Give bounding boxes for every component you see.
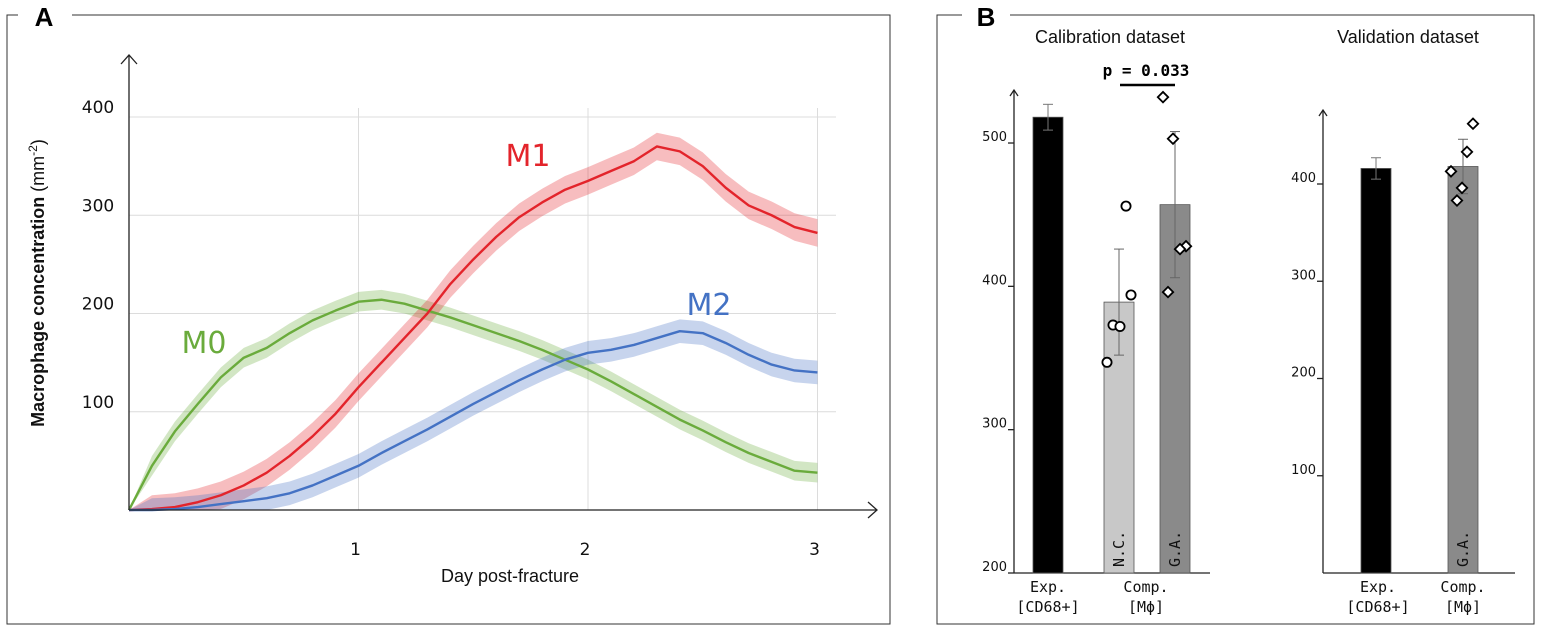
series-label-m1: M1 [506,139,551,174]
y-tick-label: 100 [82,393,114,413]
data-point-diamond [1166,132,1180,146]
y-tick-label: 300 [82,196,114,216]
data-point-diamond [1466,117,1480,131]
x-axis-arrow [867,501,878,519]
y-axis-arrow [120,54,138,65]
series-label-m2: M2 [687,288,732,323]
panel-a-letter: A [35,2,54,32]
y-axis-arrow [1009,88,1019,97]
data-point-circle [1101,356,1113,368]
y-tick-label: 300 [1291,268,1316,283]
y-tick-label: 200 [1291,366,1316,381]
bar-inner-label: N.C. [1110,531,1128,567]
data-point-diamond [1161,285,1175,299]
x-axis-label: Day post-fracture [441,566,579,586]
y-axis-label: Macrophage concentration (mm-2) [26,139,48,427]
data-point-diamond [1444,164,1458,178]
axes [120,54,878,519]
data-point-circle [1125,289,1137,301]
y-axis-label-sup: -2 [26,145,40,156]
x-category-line2: [CD68+] [1346,598,1409,616]
y-tick-label: 200 [982,560,1007,575]
data-point-diamond [1460,145,1474,159]
data-point-circle [1120,200,1132,212]
x-category-line2: [Mϕ] [1128,598,1164,616]
confidence-band-m0 [129,289,818,510]
series-lines [127,145,818,512]
x-tick-label: 3 [809,540,820,560]
series-line-m1 [128,145,818,512]
panel-b-letter: B [977,2,996,32]
chart-title: Validation dataset [1337,27,1479,47]
line-chart: 100 200 300 400 1 2 3 Day post-fracture Macro… [26,54,878,586]
x-tick-labels: 1 2 3 [350,540,820,560]
y-tick-label: 500 [982,130,1007,145]
y-tick-labels: 100 200 300 400 [82,98,114,413]
confidence-bands [129,132,818,510]
x-category-line2: [CD68+] [1016,598,1079,616]
y-tick-label: 100 [1291,463,1316,478]
y-axis-label-main: Macrophage concentration [28,197,48,427]
y-tick-label: 200 [82,295,114,315]
bar-inner-label: G.A. [1454,531,1472,567]
panel-a-frame [6,14,891,625]
x-tick-label: 2 [580,540,591,560]
y-axis-label-unit: (mm [28,156,48,192]
data-point-diamond [1179,239,1193,253]
series-line-m0 [127,298,818,511]
x-category-line1: Comp. [1123,578,1168,596]
y-tick-label: 400 [1291,171,1316,186]
x-category-line2: [Mϕ] [1445,598,1481,616]
data-point-diamond [1450,194,1464,208]
series-label-m0: M0 [182,326,227,361]
data-point-diamond [1173,242,1187,256]
data-point-circle [1114,320,1126,332]
data-point-diamond [1156,90,1170,104]
y-tick-label: 400 [82,98,114,118]
x-category-line1: Exp. [1360,578,1396,596]
panel-b-frame [936,14,1535,625]
bar [1360,168,1392,574]
y-tick-label: 300 [982,417,1007,432]
chart-title: Calibration dataset [1035,27,1185,47]
bar [1103,301,1135,574]
validation-bar-chart: Validation dataset100200300400Macrophage… [1291,27,1515,616]
series-labels: M0 M1 M2 [182,139,732,361]
bar [1447,166,1479,574]
y-tick-label: 400 [982,273,1007,288]
bar [1032,116,1064,574]
x-category-line1: Exp. [1030,578,1066,596]
significance-label: p = 0.033 [1103,61,1190,80]
confidence-band-m2 [129,319,818,510]
y-axis-arrow [1318,108,1328,117]
bar-inner-label: G.A. [1166,531,1184,567]
calibration-bar-chart: Calibration dataset200300400500Macrophag… [982,27,1210,616]
x-category-line1: Comp. [1440,578,1485,596]
series-line-m2 [129,329,818,512]
grid [129,108,836,510]
data-point-diamond [1455,181,1469,195]
y-axis-label-close: ) [28,139,48,145]
x-tick-label: 1 [350,540,361,560]
